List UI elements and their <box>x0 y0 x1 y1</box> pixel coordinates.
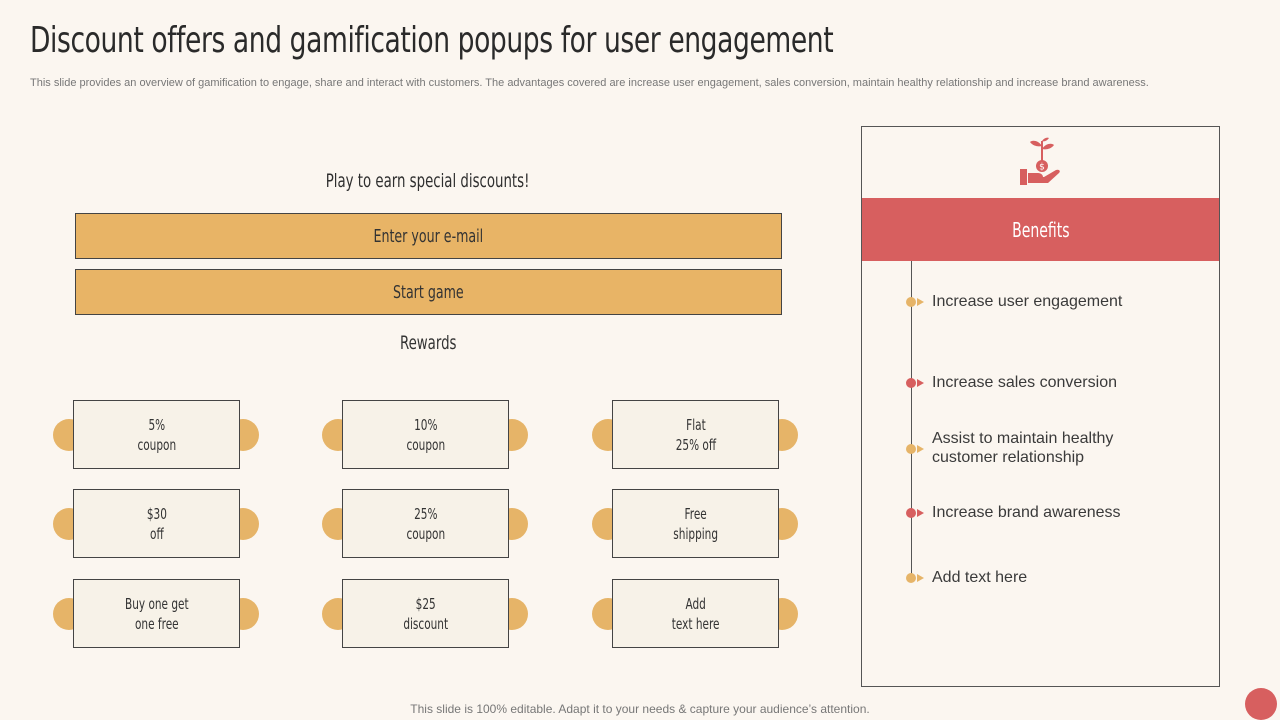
reward-label: $30 off <box>146 504 167 543</box>
start-game-label: Start game <box>393 281 464 303</box>
benefit-text: Increase user engagement <box>932 293 1123 310</box>
reward-coupon[interactable]: Buy one get one free <box>53 579 259 649</box>
timeline-dot <box>906 444 916 454</box>
benefit-text: Add text here <box>932 569 1028 586</box>
benefits-header-text: Benefits <box>1011 217 1070 242</box>
reward-card[interactable]: Flat 25% off <box>612 400 779 469</box>
slide-title: Discount offers and gamification popups … <box>30 20 834 61</box>
reward-card[interactable]: 5% coupon <box>73 400 240 469</box>
reward-coupon[interactable]: $30 off <box>53 489 259 559</box>
reward-coupon[interactable]: 10% coupon <box>322 400 528 470</box>
reward-card[interactable]: $30 off <box>73 489 240 558</box>
reward-card[interactable]: $25 discount <box>342 579 509 648</box>
benefit-text: Assist to maintain healthy customer rela… <box>932 430 1114 466</box>
timeline-arrow-icon <box>917 445 924 453</box>
benefits-panel: $ Benefits Increase user engagement Incr… <box>861 126 1220 687</box>
benefits-header: Benefits <box>862 198 1219 261</box>
reward-coupon[interactable]: $25 discount <box>322 579 528 649</box>
start-game-button[interactable]: Start game <box>75 269 782 315</box>
email-input-label: Enter your e-mail <box>373 225 484 247</box>
timeline-arrow-icon <box>917 298 924 306</box>
timeline-arrow-icon <box>917 509 924 517</box>
reward-label: $25 discount <box>403 594 448 633</box>
benefit-text: Increase brand awareness <box>932 504 1121 521</box>
reward-card[interactable]: Add text here <box>612 579 779 648</box>
benefit-text: Increase sales conversion <box>932 374 1117 391</box>
reward-card[interactable]: 10% coupon <box>342 400 509 469</box>
slide-footer: This slide is 100% editable. Adapt it to… <box>410 702 870 716</box>
timeline-dot <box>906 573 916 583</box>
reward-coupon[interactable]: 5% coupon <box>53 400 259 470</box>
timeline-dot <box>906 508 916 518</box>
reward-label: 5% coupon <box>137 415 176 454</box>
reward-coupon[interactable]: Flat 25% off <box>592 400 798 470</box>
timeline-dot <box>906 378 916 388</box>
reward-label: Flat 25% off <box>675 415 716 454</box>
reward-label: Free shipping <box>673 504 718 543</box>
timeline-dot <box>906 297 916 307</box>
reward-coupon[interactable]: Add text here <box>592 579 798 649</box>
popup-heading: Play to earn special discounts! <box>75 170 781 193</box>
popup-heading-text: Play to earn special discounts! <box>326 170 530 192</box>
reward-card[interactable]: Free shipping <box>612 489 779 558</box>
rewards-heading: Rewards <box>75 332 781 355</box>
corner-decoration <box>1245 688 1277 720</box>
email-input-bar[interactable]: Enter your e-mail <box>75 213 782 259</box>
reward-card[interactable]: Buy one get one free <box>73 579 240 648</box>
svg-text:$: $ <box>1039 163 1045 173</box>
reward-label: 25% coupon <box>406 504 445 543</box>
timeline-arrow-icon <box>917 574 924 582</box>
reward-label: 10% coupon <box>406 415 445 454</box>
reward-label: Buy one get one free <box>124 594 189 633</box>
timeline-arrow-icon <box>917 379 924 387</box>
rewards-heading-text: Rewards <box>399 332 457 354</box>
hand-money-plant-icon: $ <box>1018 137 1064 189</box>
timeline-line <box>911 261 912 577</box>
reward-coupon[interactable]: 25% coupon <box>322 489 528 559</box>
reward-coupon[interactable]: Free shipping <box>592 489 798 559</box>
reward-card[interactable]: 25% coupon <box>342 489 509 558</box>
reward-label: Add text here <box>671 594 720 633</box>
slide-subtitle: This slide provides an overview of gamif… <box>30 77 1149 89</box>
